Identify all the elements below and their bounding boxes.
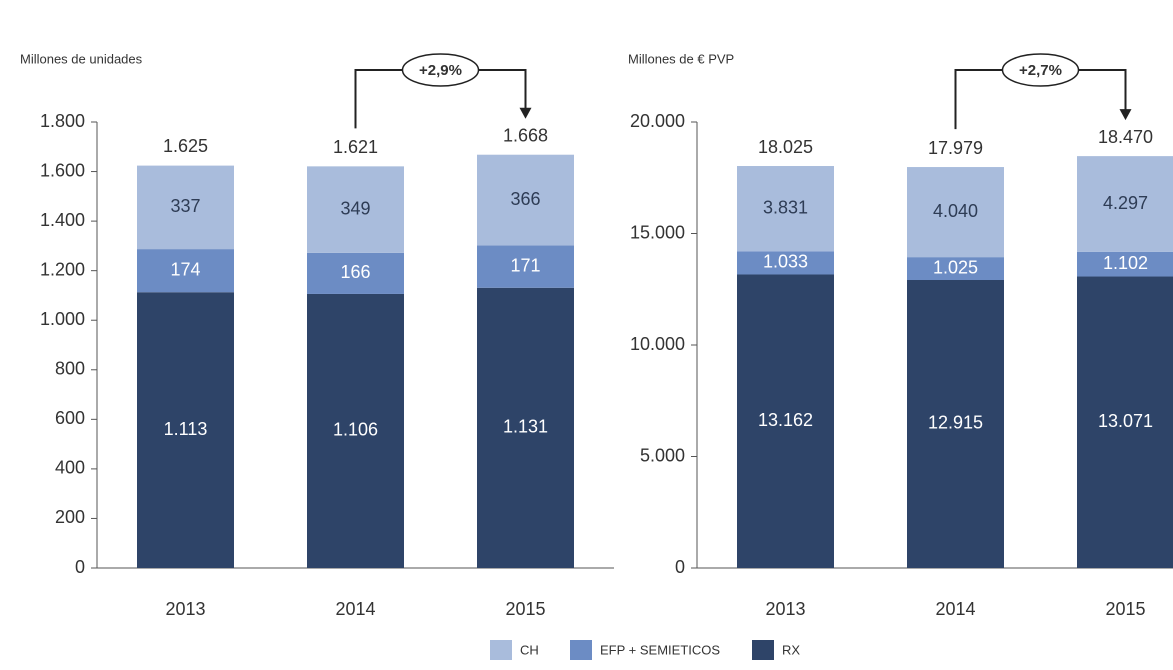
total-label: 1.625 (163, 136, 208, 156)
bar-segment (477, 154, 574, 246)
bar-segment (477, 287, 574, 568)
y-tick-label: 400 (55, 458, 85, 478)
y-tick-label: 1.400 (40, 210, 85, 230)
value-label: 1.113 (164, 419, 208, 439)
x-tick-label: 2015 (1105, 599, 1145, 619)
value-label: 1.025 (933, 257, 978, 277)
annotation: +2,7% (1019, 62, 1062, 79)
y-tick-label: 0 (75, 557, 85, 577)
value-label: 4.297 (1103, 193, 1148, 213)
total-label: 18.470 (1098, 127, 1153, 147)
arrow-head (519, 107, 532, 119)
value-label: 174 (170, 259, 200, 279)
bar-segment (737, 166, 834, 252)
y-tick-label: 600 (55, 408, 85, 428)
y-tick-label: 10.000 (630, 334, 685, 354)
y-tick-label: 20.000 (630, 111, 685, 131)
bar-segment (907, 167, 1004, 258)
bar-segment (137, 165, 234, 250)
y-tick-label: 1.600 (40, 160, 85, 180)
value-label: 166 (340, 262, 370, 282)
annotation: +2,9% (419, 62, 462, 79)
bar-segment (737, 251, 834, 275)
value-label: 1.102 (1103, 253, 1148, 273)
value-label: 4.040 (933, 201, 978, 221)
total-label: 17.979 (928, 138, 983, 158)
y-axis-label: Millones de unidades (20, 51, 143, 66)
bar-segment (307, 166, 404, 253)
y-tick-label: 200 (55, 507, 85, 527)
bar-segment (307, 252, 404, 294)
y-tick-label: 15.000 (630, 222, 685, 242)
bar-segment (137, 292, 234, 568)
y-axis-label: Millones de € PVP (628, 51, 734, 66)
bar-segment (307, 293, 404, 568)
value-label: 12.915 (928, 413, 983, 433)
value-label: 1.033 (763, 252, 808, 272)
bar-segment (137, 249, 234, 293)
y-tick-label: 0 (675, 557, 685, 577)
value-label: 1.106 (333, 420, 378, 440)
x-tick-label: 2014 (335, 599, 375, 619)
total-label: 1.668 (503, 125, 548, 145)
value-label: 349 (340, 198, 370, 218)
value-label: 171 (510, 255, 540, 275)
x-tick-label: 2013 (165, 599, 205, 619)
annotation-oval (1001, 53, 1080, 87)
value-label: 337 (170, 196, 200, 216)
value-label: 3.831 (763, 197, 808, 217)
legend-swatch (490, 640, 512, 660)
y-tick-label: 800 (55, 359, 85, 379)
y-tick-label: 1.200 (40, 259, 85, 279)
x-tick-label: 2015 (505, 599, 545, 619)
bar-segment (737, 274, 834, 568)
legend-label: CH (520, 642, 539, 657)
x-tick-label: 2014 (935, 599, 975, 619)
arrow-head (1119, 109, 1132, 121)
bar-segment (477, 245, 574, 288)
bar-segment (1077, 156, 1173, 252)
legend-label: RX (782, 642, 800, 657)
value-label: 1.131 (503, 417, 548, 437)
total-label: 18.025 (758, 137, 813, 157)
bar-segment (1077, 276, 1173, 568)
legend-swatch (752, 640, 774, 660)
legend-swatch (570, 640, 592, 660)
bar-segment (1077, 251, 1173, 277)
x-tick-label: 2013 (765, 599, 805, 619)
bar-segment (907, 257, 1004, 280)
y-tick-label: 1.000 (40, 309, 85, 329)
y-tick-label: 1.800 (40, 111, 85, 131)
total-label: 1.621 (333, 137, 378, 157)
value-label: 366 (510, 189, 540, 209)
value-label: 13.162 (758, 410, 813, 430)
value-label: 13.071 (1098, 411, 1153, 431)
y-tick-label: 5.000 (640, 445, 685, 465)
bar-segment (907, 279, 1004, 568)
annotation-oval (401, 53, 480, 87)
legend-label: EFP + SEMIETICOS (600, 642, 720, 657)
